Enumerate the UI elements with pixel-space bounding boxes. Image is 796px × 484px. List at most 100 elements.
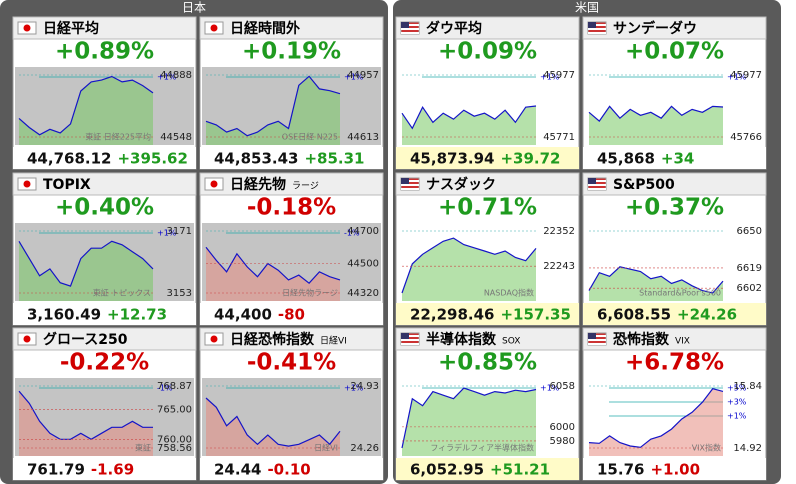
price-line <box>588 105 724 122</box>
tile-name: 日経恐怖指数 <box>230 331 315 348</box>
price-line <box>205 75 341 137</box>
flag-sun <box>23 24 31 32</box>
change: -0.22% <box>60 350 149 376</box>
axis-label: 6650 <box>737 226 762 237</box>
tile-header <box>199 16 384 40</box>
price: 45,873.94 <box>410 150 494 168</box>
watermark: 日経先物ラージ <box>282 288 338 298</box>
tile-name: 半導体指数 <box>426 331 497 348</box>
axis-label: 758.56 <box>157 443 192 454</box>
price-line <box>205 397 341 447</box>
axis-label: 44957 <box>347 70 379 81</box>
tile-name: ナスダック <box>426 176 496 193</box>
tile-name: 日経平均 <box>43 20 99 37</box>
axis-label: 3153 <box>167 288 192 299</box>
footer <box>583 303 766 325</box>
diff: +24.26 <box>677 306 737 324</box>
change: +0.19% <box>242 39 341 65</box>
footer <box>200 303 383 325</box>
axis-label: 22352 <box>543 226 575 237</box>
watermark: VIX指数 <box>692 443 721 453</box>
area <box>589 388 723 456</box>
tile-sub: ラージ <box>292 181 319 192</box>
tile-header <box>12 327 197 351</box>
change: +0.07% <box>625 39 724 65</box>
diff: +12.73 <box>107 306 167 324</box>
flag-canton <box>588 22 596 28</box>
change: +0.37% <box>625 195 724 221</box>
level-label: -1% <box>344 229 360 238</box>
tile-name: TOPIX <box>43 177 91 193</box>
axis-label: 44613 <box>347 132 379 143</box>
diff: -80 <box>278 306 305 324</box>
flag-stripe <box>588 28 606 30</box>
flag-stripe <box>401 184 419 186</box>
watermark: フィラデルフィア半導体指数 <box>430 443 534 453</box>
change: +0.40% <box>55 195 154 221</box>
flag-stripe <box>401 28 419 30</box>
tile: 半導体指数 SOX +0.85%+1% フィラデルフィア半導体指数 6058 6000 59… <box>395 327 580 481</box>
level-label: +1% <box>344 384 364 393</box>
flag-sun <box>210 24 218 32</box>
watermark: 東証 日経225平均 <box>85 132 151 142</box>
area <box>206 76 340 145</box>
area <box>402 388 536 456</box>
watermark: 東証 トピックス <box>93 288 151 298</box>
axis-label: 45771 <box>543 132 575 143</box>
axis-label: 765.00 <box>157 404 192 415</box>
level-label: +1% <box>157 229 177 238</box>
tile-header <box>395 16 580 40</box>
panel-title: 日本 <box>182 1 206 15</box>
watermark: OSE日経 N225 <box>282 132 338 142</box>
area <box>19 241 153 301</box>
tile-sub: 日経VI <box>320 335 347 347</box>
watermark: Standard&Poor's500 <box>639 289 721 298</box>
flag-stripe <box>588 335 606 337</box>
price: 24.44 <box>214 461 261 479</box>
diff: +395.62 <box>117 150 187 168</box>
change: +0.89% <box>55 39 154 65</box>
tile: ダウ平均 +0.09%+1%45977 45771 45,873.94 +39.72 <box>395 16 580 170</box>
axis-label: 44548 <box>160 132 192 143</box>
axis-label: 6000 <box>550 422 575 433</box>
area <box>589 266 723 301</box>
footer <box>396 458 579 480</box>
tile: TOPIX +0.40%+1% 東証 トピックス 3171 3153 3,160.49 +1… <box>12 172 197 326</box>
change: +0.85% <box>438 350 537 376</box>
tile-name: サンデーダウ <box>613 20 697 37</box>
diff: +85.31 <box>304 150 364 168</box>
area <box>206 247 340 301</box>
axis-label: 14.92 <box>733 443 762 454</box>
tile-name: 日経時間外 <box>230 20 300 37</box>
watermark: 東証 <box>135 443 151 453</box>
footer <box>13 303 196 325</box>
diff: +39.72 <box>500 150 560 168</box>
axis-label: 5980 <box>550 436 575 447</box>
level-label: +1% <box>540 384 560 393</box>
tile-sub: SOX <box>502 337 520 347</box>
flag-stripe <box>588 24 606 26</box>
axis-label: 6602 <box>737 283 762 294</box>
area <box>402 106 536 145</box>
footer <box>200 147 383 169</box>
level-label: +3% <box>727 398 747 407</box>
footer <box>396 303 579 325</box>
axis-label: 24.26 <box>350 443 379 454</box>
tile-name: 恐怖指数 <box>613 331 670 348</box>
area <box>19 76 153 145</box>
flag-stripe <box>588 180 606 182</box>
footer <box>583 147 766 169</box>
tile: 日経時間外 +0.19%+1% OSE日経 N225 44957 44613 44,853… <box>199 16 384 170</box>
tile: 日経平均 +0.89%+1% 東証 日経225平均 44888 44548 44,768.… <box>12 16 197 170</box>
axis-label: 15.84 <box>733 381 762 392</box>
panel-title: 米国 <box>575 1 599 15</box>
axis-label: 760.00 <box>157 434 192 445</box>
price-line <box>401 387 537 449</box>
footer <box>13 458 196 480</box>
tile-name: グロース250 <box>43 331 128 348</box>
diff: +157.35 <box>500 306 570 324</box>
diff: -0.10 <box>267 461 310 479</box>
tile-name: 日経先物 <box>230 176 286 193</box>
axis-label: 44888 <box>160 70 192 81</box>
